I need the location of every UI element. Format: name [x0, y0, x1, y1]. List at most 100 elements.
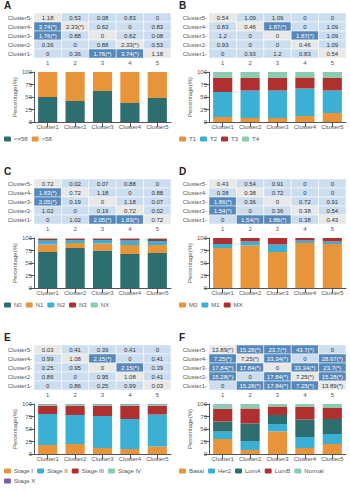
svg-text:1.76(*): 1.76(*) [93, 51, 111, 57]
svg-text:E: E [4, 332, 11, 343]
svg-text:75: 75 [25, 82, 32, 88]
svg-text:1.76(*): 1.76(*) [39, 33, 57, 39]
svg-text:Cluster5-: Cluster5- [8, 347, 32, 353]
svg-text:C: C [4, 166, 11, 177]
svg-text:4: 4 [303, 226, 307, 232]
svg-text:Cluster5-: Cluster5- [8, 15, 32, 21]
svg-text:0: 0 [248, 374, 252, 380]
svg-text:2: 2 [248, 392, 252, 398]
svg-text:1.09: 1.09 [326, 24, 338, 30]
svg-text:0: 0 [128, 190, 132, 196]
svg-text:F: F [179, 332, 185, 343]
svg-text:0: 0 [248, 33, 252, 39]
svg-text:2: 2 [73, 392, 77, 398]
svg-text:0.08: 0.08 [97, 15, 109, 21]
svg-text:7.25(*): 7.25(*) [241, 356, 259, 362]
svg-text:15.28(*): 15.28(*) [322, 374, 343, 380]
svg-text:M1: M1 [211, 302, 220, 308]
svg-text:LumB: LumB [275, 468, 291, 474]
svg-text:1: 1 [46, 60, 50, 66]
svg-text:0.88: 0.88 [124, 181, 136, 187]
svg-text:0.41: 0.41 [151, 374, 163, 380]
svg-text:Cluster4-: Cluster4- [183, 190, 207, 196]
svg-text:25: 25 [200, 439, 207, 445]
svg-text:75: 75 [200, 414, 207, 420]
svg-text:LumA: LumA [245, 468, 261, 474]
svg-text:D: D [179, 166, 186, 177]
svg-text:0.72: 0.72 [42, 181, 54, 187]
svg-text:3: 3 [276, 392, 280, 398]
svg-text:13.89(*): 13.89(*) [212, 347, 233, 353]
svg-text:Cluster3: Cluster3 [91, 290, 114, 296]
svg-text:100: 100 [197, 401, 208, 407]
svg-text:0: 0 [248, 208, 252, 214]
svg-text:5: 5 [331, 392, 335, 398]
svg-text:Cluster5: Cluster5 [321, 456, 344, 462]
svg-text:Cluster4: Cluster4 [119, 456, 142, 462]
svg-text:1.83(*): 1.83(*) [121, 217, 139, 223]
svg-text:0.36: 0.36 [69, 51, 81, 57]
svg-text:1.87(*): 1.87(*) [268, 24, 286, 30]
svg-text:2.05(*): 2.05(*) [39, 199, 57, 205]
svg-text:N2: N2 [57, 302, 65, 308]
svg-text:Cluster1-: Cluster1- [8, 383, 32, 389]
svg-text:Stage I: Stage I [14, 468, 33, 474]
svg-text:5: 5 [156, 392, 160, 398]
svg-text:0: 0 [331, 190, 335, 196]
svg-text:100: 100 [197, 69, 208, 75]
svg-text:Cluster5-: Cluster5- [183, 181, 207, 187]
svg-text:0: 0 [156, 15, 160, 21]
svg-text:0: 0 [276, 42, 280, 48]
svg-text:13.89(*): 13.89(*) [322, 383, 343, 389]
svg-text:0.83: 0.83 [124, 15, 136, 21]
svg-text:Cluster1: Cluster1 [37, 456, 60, 462]
svg-text:33.34(*): 33.34(*) [267, 356, 288, 362]
svg-text:100: 100 [197, 235, 208, 241]
svg-text:0.93: 0.93 [217, 42, 229, 48]
svg-text:0.36: 0.36 [272, 208, 284, 214]
svg-text:0.72: 0.72 [272, 190, 284, 196]
svg-text:43.7(*): 43.7(*) [296, 347, 314, 353]
svg-text:0: 0 [204, 451, 208, 457]
svg-text:15.28(*): 15.28(*) [239, 347, 260, 353]
svg-text:Cluster5: Cluster5 [146, 290, 169, 296]
svg-text:0.99: 0.99 [42, 356, 54, 362]
svg-text:2: 2 [248, 60, 252, 66]
svg-text:0: 0 [46, 383, 50, 389]
svg-text:33.34(*): 33.34(*) [294, 365, 315, 371]
svg-text:0.39: 0.39 [97, 347, 109, 353]
svg-text:Cluster5: Cluster5 [146, 456, 169, 462]
svg-text:0.95: 0.95 [69, 365, 81, 371]
svg-text:0.41: 0.41 [69, 347, 81, 353]
svg-text:0: 0 [73, 374, 77, 380]
svg-text:0: 0 [101, 33, 105, 39]
svg-text:17.84(*): 17.84(*) [267, 374, 288, 380]
svg-text:17.84(*): 17.84(*) [212, 365, 233, 371]
svg-text:Cluster3: Cluster3 [266, 456, 289, 462]
svg-text:1: 1 [221, 226, 225, 232]
svg-text:0: 0 [46, 51, 50, 57]
svg-text:0.54: 0.54 [326, 51, 338, 57]
svg-text:Cluster2-: Cluster2- [183, 208, 207, 214]
svg-text:0.88: 0.88 [97, 42, 109, 48]
svg-text:0.91: 0.91 [272, 181, 284, 187]
svg-text:Stage II: Stage II [47, 468, 68, 474]
svg-text:1.54(*): 1.54(*) [241, 217, 259, 223]
svg-text:Stage X: Stage X [14, 478, 35, 484]
svg-text:N3: N3 [79, 302, 87, 308]
svg-text:2.15(*): 2.15(*) [121, 365, 139, 371]
svg-text:50: 50 [25, 260, 32, 266]
svg-text:MX: MX [234, 302, 243, 308]
svg-text:0: 0 [73, 208, 77, 214]
svg-text:T1: T1 [189, 136, 197, 142]
svg-text:1.86(*): 1.86(*) [214, 199, 232, 205]
svg-text:0: 0 [303, 24, 307, 30]
svg-text:3.74(*): 3.74(*) [121, 51, 139, 57]
svg-text:Her2: Her2 [218, 468, 232, 474]
svg-text:0: 0 [331, 15, 335, 21]
svg-text:0.38: 0.38 [299, 217, 311, 223]
svg-text:Percentage(%): Percentage(%) [187, 77, 193, 117]
svg-text:Cluster5-: Cluster5- [183, 15, 207, 21]
svg-text:<=58: <=58 [14, 136, 28, 142]
svg-text:Percentage(%): Percentage(%) [187, 409, 193, 449]
